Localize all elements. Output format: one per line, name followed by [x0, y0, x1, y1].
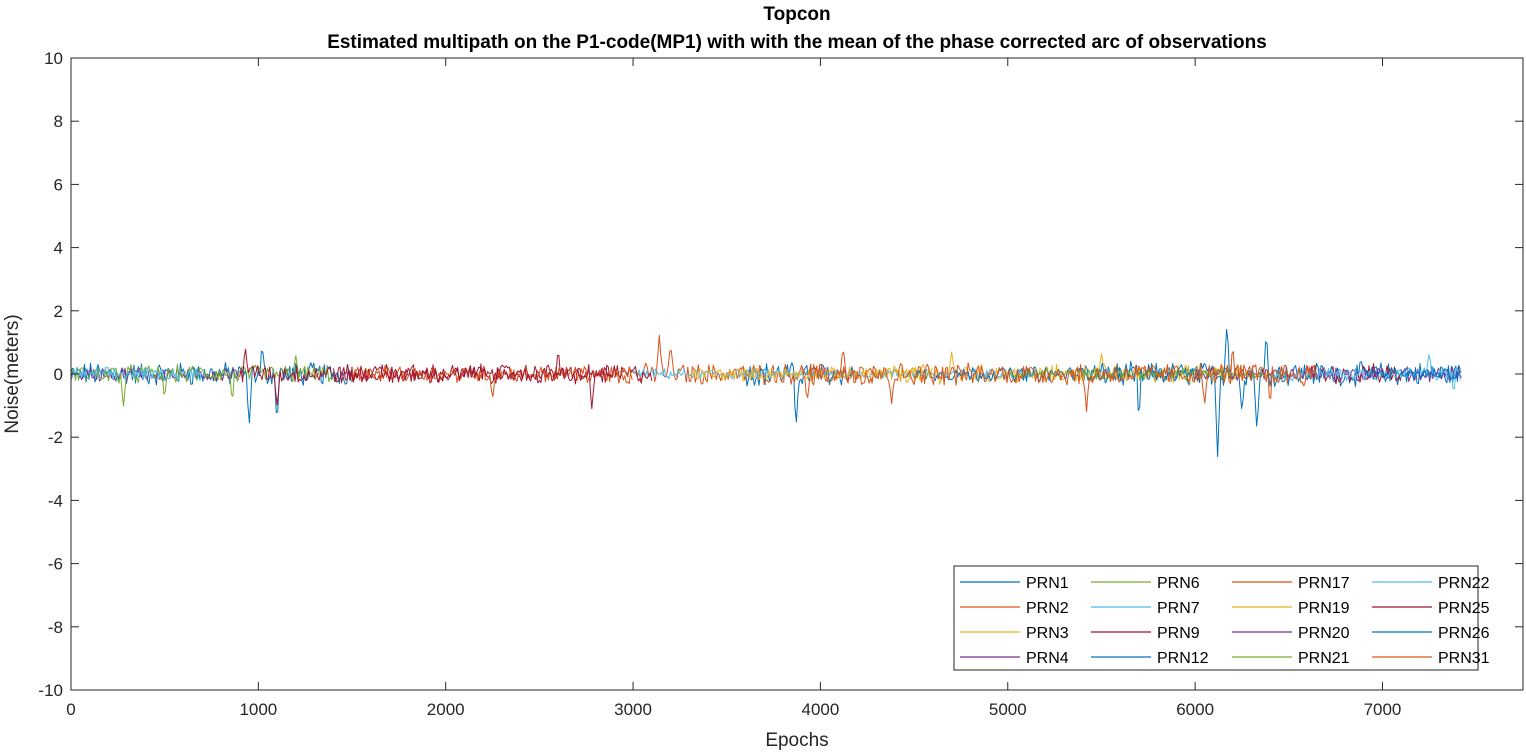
legend-label-prn6: PRN6 — [1157, 575, 1200, 592]
x-axis-label: Epochs — [765, 730, 828, 751]
chart-subtitle: Estimated multipath on the P1-code(MP1) … — [327, 32, 1267, 53]
y-axis-label: Noise(meters) — [2, 314, 23, 433]
y-tick-label: -6 — [48, 555, 63, 574]
legend-label-prn19: PRN19 — [1298, 600, 1350, 617]
x-tick-label: 6000 — [1176, 700, 1214, 719]
legend-label-prn12: PRN12 — [1157, 650, 1209, 667]
y-tick-label: 2 — [54, 302, 63, 321]
legend-label-prn7: PRN7 — [1157, 600, 1200, 617]
legend-label-prn3: PRN3 — [1026, 625, 1069, 642]
legend-label-prn31: PRN31 — [1438, 650, 1490, 667]
series-line-prn19 — [689, 366, 933, 382]
series-line-prn17 — [351, 365, 633, 398]
y-tick-label: 10 — [44, 49, 63, 68]
plot-frame — [70, 57, 1524, 691]
y-tick-label: -8 — [48, 618, 63, 637]
y-tick-label: -4 — [48, 491, 63, 510]
legend: PRN1 PRN2 PRN3 PRN4 PRN6 PRN7 PRN9 PRN12 PRN17 PR… — [953, 565, 1490, 671]
y-tick-label: -10 — [38, 681, 63, 700]
y-tick-label: 8 — [54, 112, 63, 131]
series-line-prn25 — [332, 366, 615, 383]
x-tick-label: 7000 — [1364, 700, 1402, 719]
x-tick-label: 2000 — [427, 700, 465, 719]
legend-label-prn4: PRN4 — [1026, 650, 1069, 667]
series-line-prn31 — [801, 351, 1317, 413]
axes-layer: 0 1000 2000 3000 4000 5000 6000 7000 10 8 6 4 2 0 -2 -4… — [38, 49, 1523, 719]
legend-box — [953, 565, 1479, 671]
legend-label-prn20: PRN20 — [1298, 625, 1350, 642]
x-tick-label: 1000 — [239, 700, 277, 719]
x-tick-label: 3000 — [614, 700, 652, 719]
legend-label-prn25: PRN25 — [1438, 600, 1490, 617]
x-tick-label: 0 — [66, 700, 75, 719]
chart-title: Topcon — [763, 4, 830, 25]
x-tick-label: 5000 — [989, 700, 1027, 719]
series-line-prn22 — [70, 366, 202, 381]
legend-label-prn17: PRN17 — [1298, 575, 1350, 592]
legend-label-prn1: PRN1 — [1026, 575, 1069, 592]
y-tick-label: 6 — [54, 175, 63, 194]
series-line-prn26 — [1363, 368, 1462, 381]
series-layer — [70, 329, 1462, 458]
y-tick-label: 4 — [54, 239, 63, 258]
y-tick-label: -2 — [48, 428, 63, 447]
legend-label-prn9: PRN9 — [1157, 625, 1200, 642]
y-tick-label: 0 — [54, 365, 63, 384]
series-line-prn22 — [1269, 354, 1461, 390]
legend-label-prn21: PRN21 — [1298, 650, 1350, 667]
legend-label-prn22: PRN22 — [1438, 575, 1490, 592]
legend-label-prn26: PRN26 — [1438, 625, 1490, 642]
x-tick-label: 4000 — [802, 700, 840, 719]
legend-label-prn2: PRN2 — [1026, 600, 1069, 617]
